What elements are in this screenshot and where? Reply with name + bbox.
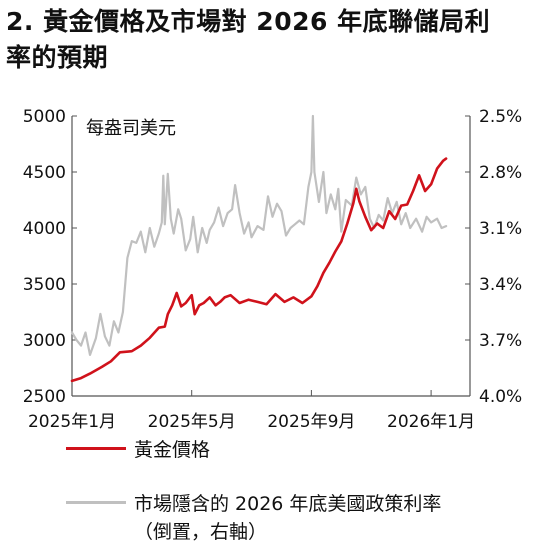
legend-item-rate: 市場隱含的 2026 年底美國政策利率 （倒置，右軸） xyxy=(66,490,526,546)
right-tick-label: 2.8% xyxy=(479,163,522,183)
left-tick-label: 5000 xyxy=(23,107,66,127)
legend-label-rate-line-2: （倒置，右軸） xyxy=(134,521,268,543)
axes-layer xyxy=(71,115,471,397)
left-tick-label: 3000 xyxy=(23,331,66,351)
series-layer xyxy=(70,114,448,383)
legend-label-gold: 黃金價格 xyxy=(134,439,211,461)
chart-title: 2. 黃金價格及市場對 2026 年底聯儲局利 率的預期 xyxy=(6,4,536,76)
right-tick-label: 3.1% xyxy=(479,219,522,239)
legend-rate: 市場隱含的 2026 年底美國政策利率 （倒置，右軸） xyxy=(66,490,526,546)
right-tick-label: 3.4% xyxy=(479,275,522,295)
right-tick-label: 4.0% xyxy=(479,387,522,407)
legend: 黃金價格 xyxy=(66,436,526,464)
x-tick-label: 2025年5月 xyxy=(148,412,236,430)
series-line-gold-price xyxy=(70,157,448,383)
chart-title-line-2: 率的預期 xyxy=(6,43,109,72)
unit-label: 每盎司美元 xyxy=(86,118,176,139)
x-tick-label: 2025年1月 xyxy=(28,412,116,430)
left-tick-label: 2500 xyxy=(23,387,66,407)
right-tick-label: 2.5% xyxy=(479,107,522,127)
legend-swatch-gold xyxy=(66,447,126,450)
x-tick-label: 2025年9月 xyxy=(267,412,355,430)
left-tick-label: 4500 xyxy=(23,163,66,183)
chart-title-line-1: 2. 黃金價格及市場對 2026 年底聯儲局利 xyxy=(6,7,491,36)
left-tick-label: 4000 xyxy=(23,219,66,239)
legend-label-rate-line-1: 市場隱含的 2026 年底美國政策利率 xyxy=(134,493,442,515)
legend-swatch-rate xyxy=(66,501,126,504)
series-line-implied-rate xyxy=(70,114,448,356)
dual-axis-line-chart: 2500 3000 3500 4000 4500 5000 2.5% 2.8% 3.1% 3.4%… xyxy=(23,107,522,430)
x-tick-label: 2026年1月 xyxy=(387,412,475,430)
legend-item-gold: 黃金價格 xyxy=(66,436,526,464)
left-tick-label: 3500 xyxy=(23,275,66,295)
tick-label-layer: 2500 3000 3500 4000 4500 5000 2.5% 2.8% 3.1% 3.4%… xyxy=(23,107,522,430)
right-tick-label: 3.7% xyxy=(479,331,522,351)
